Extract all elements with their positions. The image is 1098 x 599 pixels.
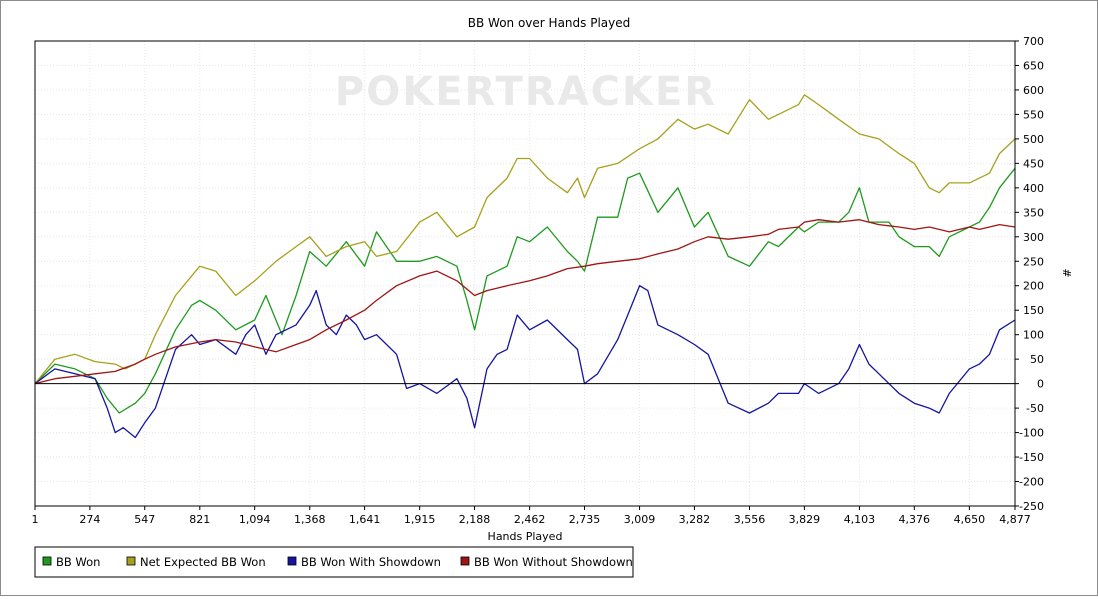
x-tick-label: 3,829 <box>789 513 821 526</box>
y-tick-label: 100 <box>1023 329 1044 342</box>
y-tick-label: 0 <box>1037 378 1044 391</box>
y-axis: -250 -200 -150 -100 -50 0 50 100 150 200 250 300 350… <box>1015 35 1044 513</box>
y-tick-label: 200 <box>1023 280 1044 293</box>
y-tick-label: 150 <box>1023 304 1044 317</box>
series-line-3 <box>34 219 1016 385</box>
y-tick-label: -200 <box>1019 476 1044 489</box>
legend-label-1: Net Expected BB Won <box>140 555 266 569</box>
x-tick-label: 3,556 <box>734 513 766 526</box>
x-tick-label: 1,641 <box>349 513 381 526</box>
series-line-1 <box>34 94 1016 385</box>
y-tick-label: 50 <box>1030 353 1044 366</box>
x-axis-label: Hands Played <box>488 530 563 543</box>
x-tick-label: 1,368 <box>294 513 326 526</box>
y-tick-label: -100 <box>1019 427 1044 440</box>
x-axis: 1 274 547 821 1,094 1,368 1,641 1,915 2,188 2,462… <box>32 506 1031 526</box>
legend: BB Won Net Expected BB Won BB Won With Sho… <box>34 546 634 578</box>
y-tick-label: 600 <box>1023 84 1044 97</box>
legend-label-3: BB Won Without Showdown <box>474 555 633 569</box>
series-line-2 <box>34 285 1016 439</box>
y-tick-label: -250 <box>1019 500 1044 513</box>
x-tick-label: 4,877 <box>999 513 1031 526</box>
x-tick-label: 1,915 <box>404 513 436 526</box>
x-tick-label: 547 <box>134 513 155 526</box>
y-tick-label: 400 <box>1023 182 1044 195</box>
y-tick-label: 350 <box>1023 206 1044 219</box>
chart-title: BB Won over Hands Played <box>468 16 630 30</box>
series-layer <box>34 94 1016 439</box>
legend-label-0: BB Won <box>56 555 100 569</box>
legend-label-2: BB Won With Showdown <box>301 555 441 569</box>
x-tick-label: 4,103 <box>844 513 876 526</box>
x-tick-label: 3,009 <box>624 513 656 526</box>
plot-area <box>35 41 1015 506</box>
y-tick-label: 500 <box>1023 133 1044 146</box>
y-tick-label: 550 <box>1023 108 1044 121</box>
y-tick-label: 650 <box>1023 59 1044 72</box>
x-tick-label: 821 <box>189 513 210 526</box>
x-tick-label: 2,462 <box>514 513 546 526</box>
x-tick-label: 3,282 <box>679 513 711 526</box>
legend-swatch-2 <box>287 556 297 566</box>
x-tick-label: 274 <box>79 513 100 526</box>
y-axis-label: # <box>1060 268 1073 277</box>
x-tick-label: 1,094 <box>239 513 271 526</box>
y-tick-label: 450 <box>1023 157 1044 170</box>
watermark: POKERTRACKER <box>335 69 717 115</box>
y-tick-label: -50 <box>1026 402 1044 415</box>
y-tick-label: -150 <box>1019 451 1044 464</box>
plot-border <box>34 40 1016 507</box>
legend-swatch-0 <box>42 556 52 566</box>
x-tick-label: 2,188 <box>459 513 491 526</box>
x-tick-label: 4,376 <box>899 513 931 526</box>
x-tick-label: 1 <box>32 513 39 526</box>
legend-swatch-1 <box>126 556 136 566</box>
y-tick-label: 700 <box>1023 35 1044 48</box>
x-tick-label: 4,650 <box>954 513 986 526</box>
legend-swatch-3 <box>460 556 470 566</box>
y-tick-label: 300 <box>1023 231 1044 244</box>
y-tick-label: 250 <box>1023 255 1044 268</box>
x-tick-label: 2,735 <box>569 513 601 526</box>
